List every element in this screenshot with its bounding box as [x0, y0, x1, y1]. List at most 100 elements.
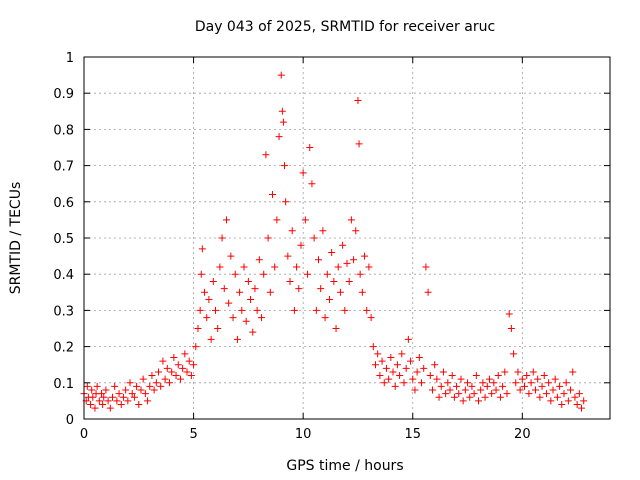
y-tick-label: 0.1	[53, 377, 74, 392]
data-point	[315, 256, 323, 264]
data-point	[339, 241, 347, 249]
data-point	[88, 386, 96, 394]
data-point	[345, 277, 353, 285]
data-point	[356, 270, 364, 278]
data-point	[290, 306, 298, 314]
data-point	[374, 350, 382, 358]
data-point	[512, 379, 520, 387]
data-point	[398, 350, 406, 358]
data-point	[135, 401, 143, 409]
data-point	[258, 314, 266, 322]
data-point	[433, 375, 441, 383]
data-point	[501, 368, 509, 376]
data-point	[371, 361, 379, 369]
data-point	[547, 397, 555, 405]
data-point	[249, 328, 257, 336]
data-point	[207, 335, 215, 343]
data-point	[483, 382, 491, 390]
data-point	[380, 379, 388, 387]
data-point	[176, 375, 184, 383]
data-point	[387, 353, 395, 361]
data-point	[453, 382, 461, 390]
data-point	[413, 368, 421, 376]
data-point	[485, 375, 493, 383]
data-point	[538, 382, 546, 390]
data-point	[549, 386, 557, 394]
data-point	[260, 270, 268, 278]
data-point	[457, 375, 465, 383]
data-point	[194, 325, 202, 332]
data-point	[115, 390, 123, 398]
data-point	[490, 379, 498, 387]
data-point	[304, 270, 312, 278]
data-point	[308, 180, 316, 188]
data-point	[355, 140, 363, 148]
data-point	[442, 390, 450, 398]
data-point	[183, 368, 191, 376]
data-point	[431, 361, 439, 369]
data-point	[466, 393, 474, 401]
data-point	[556, 382, 564, 390]
data-point	[273, 216, 281, 224]
data-point	[295, 285, 303, 293]
grid-layer	[84, 57, 610, 419]
data-point	[494, 372, 502, 380]
data-point	[571, 393, 579, 401]
data-point	[141, 390, 149, 398]
data-point	[89, 393, 97, 401]
data-point	[111, 382, 119, 390]
data-point	[409, 375, 417, 383]
data-point	[288, 227, 296, 235]
data-point	[435, 393, 443, 401]
points-layer	[80, 71, 588, 412]
data-point	[264, 234, 272, 242]
data-point	[93, 382, 101, 390]
data-point	[139, 375, 147, 383]
data-point	[163, 364, 171, 372]
data-point	[275, 133, 283, 141]
chart-title: Day 043 of 2025, SRMTID for receiver aru…	[195, 19, 495, 35]
data-point	[319, 227, 327, 235]
data-point	[363, 306, 371, 314]
data-point	[499, 382, 507, 390]
y-tick-label: 0.3	[53, 304, 74, 319]
data-point	[278, 107, 286, 115]
data-point	[137, 386, 145, 394]
data-point	[98, 390, 106, 398]
data-point	[424, 288, 432, 296]
data-point	[334, 263, 342, 271]
data-point	[446, 386, 454, 394]
data-point	[523, 372, 531, 380]
data-point	[144, 397, 152, 405]
data-point	[317, 285, 325, 293]
data-point	[343, 259, 351, 267]
data-point	[196, 306, 204, 314]
data-point	[172, 372, 180, 380]
data-point	[170, 353, 178, 361]
data-point	[564, 397, 572, 405]
data-point	[174, 361, 182, 369]
data-point	[350, 256, 358, 264]
data-point	[542, 390, 550, 398]
data-point	[365, 263, 373, 271]
x-tick-label: 5	[189, 427, 197, 442]
data-point	[479, 379, 487, 387]
data-point	[159, 357, 167, 365]
data-point	[190, 361, 198, 369]
data-point	[536, 393, 544, 401]
data-point	[551, 375, 559, 383]
data-point	[545, 379, 553, 387]
data-point	[492, 386, 500, 394]
data-point	[415, 353, 423, 361]
data-point	[402, 364, 410, 372]
data-point	[130, 393, 138, 401]
data-point	[468, 382, 476, 390]
data-point	[328, 248, 336, 256]
data-point	[567, 386, 575, 394]
data-point	[220, 285, 228, 293]
data-point	[481, 393, 489, 401]
data-point	[560, 390, 568, 398]
data-point	[321, 314, 329, 322]
data-point	[488, 390, 496, 398]
